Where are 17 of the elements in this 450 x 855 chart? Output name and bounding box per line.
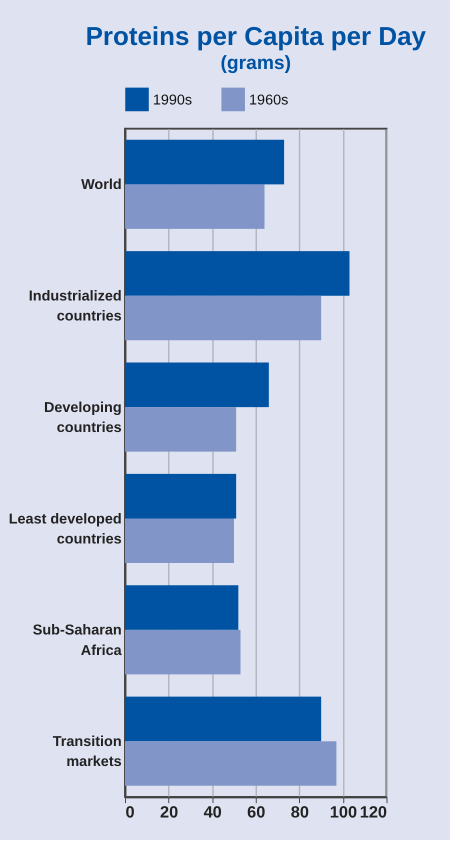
x-tick-label: 80 — [290, 804, 309, 822]
x-tick-label: 120 — [360, 804, 388, 822]
chart-title: Proteins per Capita per Day — [86, 21, 427, 51]
y-tick-label: Transition markets — [52, 734, 122, 770]
x-tick-label: 60 — [247, 804, 266, 822]
legend-label: 1990s — [152, 92, 192, 108]
legend-label: 1960s — [249, 92, 288, 108]
y-tick-label: Least developed countries — [8, 511, 122, 548]
x-tick-label: 0 — [125, 804, 135, 822]
x-tick-label: 20 — [160, 804, 178, 822]
chart-subtitle: (grams) — [220, 53, 292, 74]
y-tick-label: Industrialized countries — [28, 288, 122, 325]
y-tick-label: World — [81, 177, 122, 194]
x-tick-label: 100 — [330, 804, 358, 822]
x-tick-label: 40 — [204, 804, 222, 822]
y-tick-label: Sub-Saharan Africa — [32, 622, 123, 659]
y-tick-label: Developing countries — [44, 400, 122, 436]
